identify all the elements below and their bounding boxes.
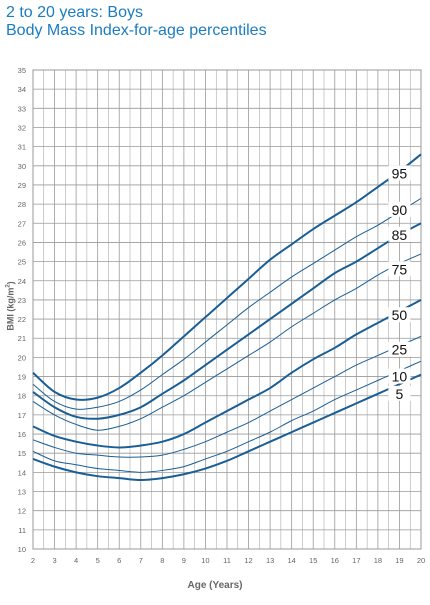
- percentile-label-bg: [388, 341, 411, 357]
- y-tick-label: 11: [18, 526, 26, 535]
- y-tick-label: 35: [18, 66, 26, 75]
- x-tick-label: 16: [331, 556, 339, 565]
- y-tick-label: 32: [18, 123, 26, 132]
- y-tick-label: 19: [18, 373, 26, 382]
- y-tick-label: 17: [18, 411, 26, 420]
- y-tick-label: 15: [18, 449, 26, 458]
- percentile-label-10: 10: [392, 369, 408, 385]
- x-tick-label: 13: [266, 556, 274, 565]
- x-tick-labels: 2 3 4 5 6 7 8 9 10 11 12 13 14 15 16 17 18 19 20: [31, 556, 425, 565]
- y-tick-label: 29: [18, 181, 26, 190]
- x-tick-label: 18: [374, 556, 382, 565]
- y-tick-label: 12: [18, 507, 26, 516]
- percentile-label-5: 5: [396, 386, 404, 402]
- percentile-curve-90: [32, 197, 422, 410]
- y-tick-label: 22: [18, 315, 26, 324]
- x-tick-label: 3: [52, 556, 56, 565]
- x-axis-label: Age (Years): [187, 580, 243, 591]
- x-tick-label: 15: [309, 556, 317, 565]
- percentile-label-bg: [388, 261, 411, 277]
- x-tick-label: 10: [201, 556, 209, 565]
- x-tick-label: 7: [139, 556, 143, 565]
- x-tick-label: 8: [160, 556, 164, 565]
- y-tick-label: 27: [18, 219, 26, 228]
- percentile-label-bg: [388, 368, 411, 384]
- y-tick-label: 26: [18, 238, 26, 247]
- percentile-curve-50: [32, 299, 422, 449]
- percentile-label-bg: [388, 165, 411, 181]
- y-tick-labels: 10 11 12 13 14 15 16 17 18 19 20 21 22 23 24 25 26 27 28 29…: [18, 66, 26, 554]
- grid: [32, 69, 422, 550]
- percentile-curve-85: [32, 222, 422, 420]
- chart-subtitle: Body Mass Index-for-age percentiles: [6, 22, 267, 39]
- percentile-label-90: 90: [392, 202, 408, 218]
- y-tick-label: 14: [18, 468, 26, 477]
- percentile-curve-10: [32, 360, 422, 473]
- chart-title: 2 to 20 years: Boys: [6, 4, 143, 21]
- percentile-curve-25: [32, 335, 422, 458]
- x-tick-label: 2: [31, 556, 35, 565]
- y-tick-label: 31: [18, 143, 26, 152]
- percentile-label-25: 25: [392, 342, 408, 358]
- y-axis-label-sup: 2: [5, 284, 12, 288]
- percentile-label-bg: [388, 201, 411, 217]
- x-tick-label: 14: [287, 556, 295, 565]
- y-tick-label: 30: [18, 162, 26, 171]
- y-tick-label: 33: [18, 104, 26, 113]
- y-tick-label: 25: [18, 258, 26, 267]
- percentile-curves: [32, 153, 422, 482]
- y-tick-label: 16: [18, 430, 26, 439]
- y-axis-label-end: ): [5, 281, 16, 285]
- percentile-label-95: 95: [392, 165, 408, 181]
- y-tick-label: 13: [18, 488, 26, 497]
- chart-title-block: 2 to 20 years: Boys Body Mass Index-for-…: [6, 4, 267, 40]
- percentile-label-bg: [388, 226, 411, 242]
- percentile-curve-75: [32, 253, 422, 431]
- y-tick-label: 21: [18, 334, 26, 343]
- percentile-curve-5: [32, 373, 422, 482]
- x-tick-label: 20: [417, 556, 425, 565]
- percentile-label-bg: [388, 385, 411, 401]
- x-tick-label: 5: [96, 556, 100, 565]
- y-tick-label: 24: [18, 277, 26, 286]
- percentile-label-50: 50: [392, 307, 408, 323]
- y-tick-label: 34: [18, 85, 26, 94]
- x-tick-label: 11: [223, 556, 231, 565]
- y-axis-label-main: BMI (kg/m: [5, 287, 16, 331]
- percentile-curve-95: [32, 153, 422, 401]
- x-tick-label: 6: [117, 556, 121, 565]
- percentile-label-75: 75: [392, 261, 408, 277]
- x-tick-label: 19: [395, 556, 403, 565]
- y-tick-label: 20: [18, 353, 26, 362]
- y-tick-label: 28: [18, 200, 26, 209]
- y-axis-label: BMI (kg/m2): [6, 281, 16, 330]
- x-tick-label: 12: [244, 556, 252, 565]
- x-tick-label: 17: [352, 556, 360, 565]
- y-tick-label: 23: [18, 296, 26, 305]
- x-tick-label: 9: [182, 556, 186, 565]
- percentile-label-85: 85: [392, 227, 408, 243]
- y-tick-label: 10: [18, 545, 26, 554]
- plot-border: [32, 69, 422, 550]
- y-tick-label: 18: [18, 392, 26, 401]
- percentile-label-bg: [388, 307, 411, 323]
- x-tick-label: 4: [74, 556, 78, 565]
- percentile-labels: 95 90 85 75 50 25 105: [388, 165, 411, 402]
